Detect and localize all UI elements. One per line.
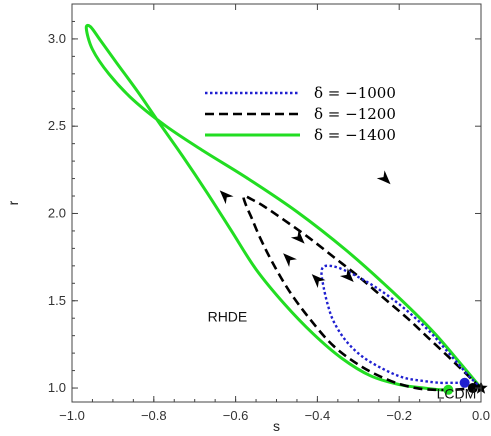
x-tick-label: −0.4: [305, 408, 331, 423]
y-tick-label: 1.0: [48, 380, 66, 395]
series-line: [320, 264, 482, 389]
endpoint-dot: [459, 377, 470, 388]
direction-arrow: [376, 170, 391, 185]
y-tick-label: 3.0: [48, 31, 66, 46]
x-tick-label: −1.0: [59, 408, 85, 423]
legend-label: δ = −1200: [314, 105, 396, 123]
lcdm-label: LCDM: [437, 386, 477, 402]
y-tick-label: 1.5: [48, 293, 66, 308]
ticks-layer: −1.0 −0.8 −0.6 −0.4 −0.2 0.0 1.0 1.5 2.0 2.5 3.0: [48, 4, 490, 423]
y-tick-label: 2.0: [48, 205, 66, 220]
series-line: [84, 23, 483, 392]
x-tick-label: −0.2: [386, 408, 412, 423]
markers-layer: [219, 170, 488, 395]
x-tick-label: −0.8: [141, 408, 167, 423]
rhde-label: RHDE: [208, 309, 248, 325]
annotations-layer: RHDE LCDM: [208, 309, 477, 402]
direction-arrow: [219, 190, 234, 205]
y-tick-label: 2.5: [48, 118, 66, 133]
x-tick-label: −0.6: [223, 408, 249, 423]
legend-label: δ = −1000: [314, 84, 396, 102]
direction-arrow: [290, 229, 305, 244]
endpoint-dot: [467, 383, 478, 394]
x-axis-title: s: [273, 418, 280, 434]
curves-layer: [84, 23, 483, 392]
direction-arrow: [339, 268, 354, 282]
x-tick-label: 0.0: [472, 408, 490, 423]
endpoint-dot: [443, 384, 454, 395]
legend-label: δ = −1400: [314, 126, 396, 144]
direction-arrow: [283, 253, 297, 267]
direction-arrow: [311, 274, 326, 288]
series-line: [242, 194, 482, 392]
legend: δ = −1000 δ = −1200 δ = −1400: [205, 84, 396, 144]
y-axis-title: r: [5, 200, 21, 205]
